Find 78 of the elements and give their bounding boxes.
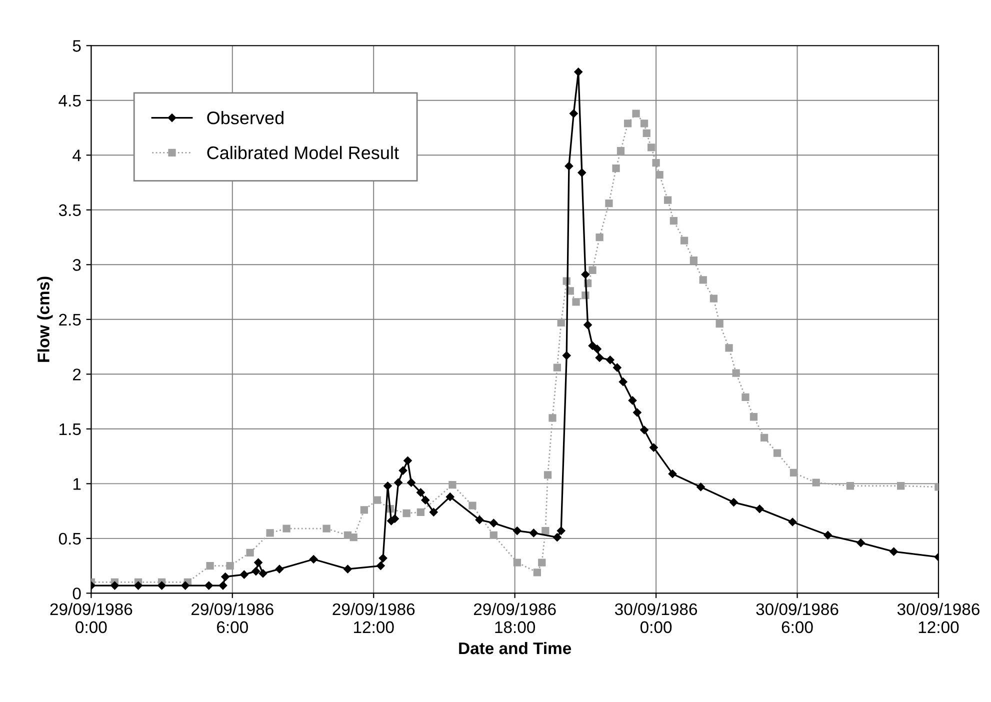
point — [258, 569, 268, 578]
y-tick-label: 2.5 — [59, 314, 81, 326]
point — [344, 564, 352, 574]
point — [158, 581, 166, 590]
point — [475, 516, 484, 524]
x-tick-label: 30/09/1986 12:00 — [897, 602, 980, 634]
y-tick-label: 3.5 — [58, 204, 81, 216]
point — [856, 538, 865, 547]
point — [564, 162, 574, 170]
point — [110, 581, 119, 590]
point — [788, 518, 797, 526]
point — [553, 533, 562, 542]
point — [613, 363, 622, 372]
point — [378, 554, 388, 562]
point — [574, 68, 583, 76]
point — [530, 528, 538, 538]
point — [376, 562, 385, 570]
x-axis-title: Date and Time — [459, 642, 572, 654]
point — [240, 570, 248, 579]
point — [384, 482, 392, 490]
point — [570, 109, 578, 118]
point — [394, 478, 402, 487]
y-tick-label: 1.5 — [60, 423, 81, 436]
x-tick-label: 30/09/1986 6:00 — [756, 602, 838, 634]
point — [588, 342, 597, 350]
point — [181, 581, 190, 590]
y-tick-label: 5 — [72, 40, 81, 52]
point — [275, 564, 284, 574]
point — [404, 456, 412, 465]
point — [650, 443, 658, 452]
point — [416, 488, 425, 497]
point — [407, 478, 416, 487]
point — [628, 396, 637, 405]
point — [218, 581, 228, 590]
y-tick-label: 0 — [72, 588, 81, 600]
point — [668, 470, 677, 478]
point — [584, 320, 592, 330]
point — [446, 492, 454, 501]
point — [890, 547, 898, 556]
point — [429, 508, 438, 516]
point — [593, 344, 602, 354]
x-tick-label: 29/09/1986 18:00 — [474, 602, 556, 634]
point — [398, 466, 408, 475]
legend-label: Observed — [207, 111, 284, 124]
point — [204, 581, 213, 590]
point — [730, 498, 738, 506]
y-tick-label: 4.5 — [58, 94, 81, 107]
point — [134, 581, 142, 590]
point — [309, 555, 318, 564]
x-tick-label: 29/09/1986 0:00 — [50, 602, 132, 634]
y-tick-label: 3 — [72, 259, 81, 271]
point — [556, 526, 566, 535]
point — [581, 270, 590, 279]
y-tick-label: 1 — [73, 478, 81, 490]
point — [254, 558, 262, 567]
point — [640, 426, 648, 434]
point — [562, 351, 571, 360]
x-tick-label: 29/09/1986 6:00 — [192, 602, 274, 634]
point — [755, 504, 764, 513]
y-tick-label: 0.5 — [58, 532, 81, 545]
point — [696, 482, 705, 492]
y-tick-label: 4 — [72, 150, 81, 162]
point — [513, 526, 522, 535]
point — [252, 567, 260, 576]
point — [595, 354, 604, 362]
point — [421, 496, 430, 504]
legend-label: Calibrated Model Result — [207, 146, 399, 160]
point — [633, 408, 642, 417]
point — [221, 572, 230, 581]
point — [578, 168, 586, 177]
point — [606, 356, 614, 364]
y-axis-title: Flow (cms) — [37, 276, 53, 362]
x-tick-label: 30/09/1986 0:00 — [614, 602, 698, 634]
point — [618, 378, 628, 386]
point — [824, 531, 832, 540]
y-tick-label: 2 — [73, 368, 81, 380]
x-tick-label: 29/09/1986 12:00 — [332, 602, 415, 634]
point — [490, 518, 498, 528]
